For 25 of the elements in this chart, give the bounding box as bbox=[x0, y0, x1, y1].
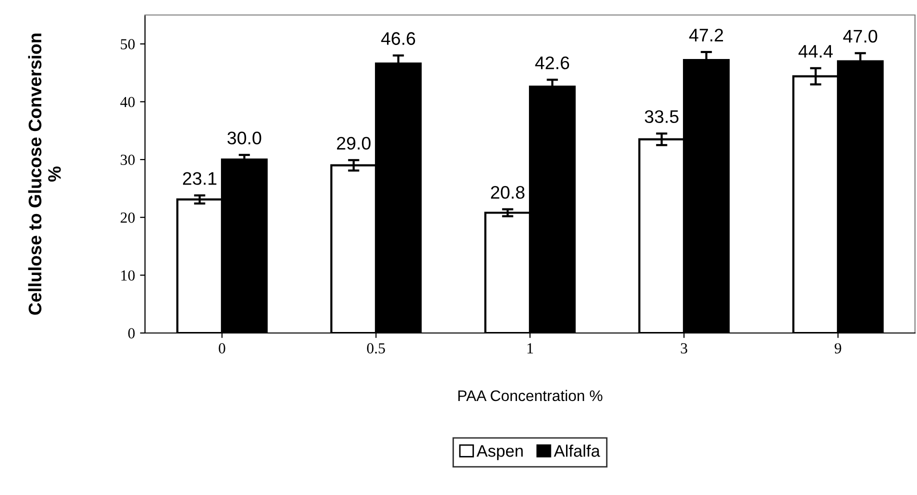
y-tick-label: 0 bbox=[128, 328, 135, 338]
data-label: 29.0 bbox=[337, 136, 371, 150]
y-tick-label: 20 bbox=[120, 212, 135, 223]
data-label: 44.4 bbox=[798, 45, 833, 58]
data-label: 46.6 bbox=[381, 32, 416, 45]
y-tick-label: 40 bbox=[120, 96, 135, 108]
x-tick-label: 9 bbox=[834, 343, 842, 354]
data-label: 42.6 bbox=[535, 56, 570, 70]
y-axis-title: Cellulose to Glucose Conversion % bbox=[28, 34, 61, 315]
x-tick-label: 3 bbox=[680, 343, 688, 354]
data-label: 47.0 bbox=[843, 30, 878, 43]
data-label: 30.0 bbox=[227, 132, 262, 144]
data-label: 23.1 bbox=[183, 172, 216, 185]
x-tick-label: 0 bbox=[218, 343, 226, 354]
data-label: 47.2 bbox=[689, 28, 723, 42]
legend-label: Alfalfa bbox=[554, 444, 600, 457]
data-label: 33.5 bbox=[644, 110, 678, 124]
x-tick-label: 0.5 bbox=[367, 343, 385, 354]
data-label: 20.8 bbox=[491, 186, 524, 199]
y-tick-label: 50 bbox=[120, 39, 135, 50]
x-axis-title: PAA Concentration % bbox=[458, 390, 602, 402]
legend-label: Aspen bbox=[476, 445, 523, 460]
y-tick-label: 30 bbox=[120, 154, 135, 165]
x-tick-label: 1 bbox=[528, 343, 533, 354]
y-tick-label: 10 bbox=[121, 270, 135, 281]
